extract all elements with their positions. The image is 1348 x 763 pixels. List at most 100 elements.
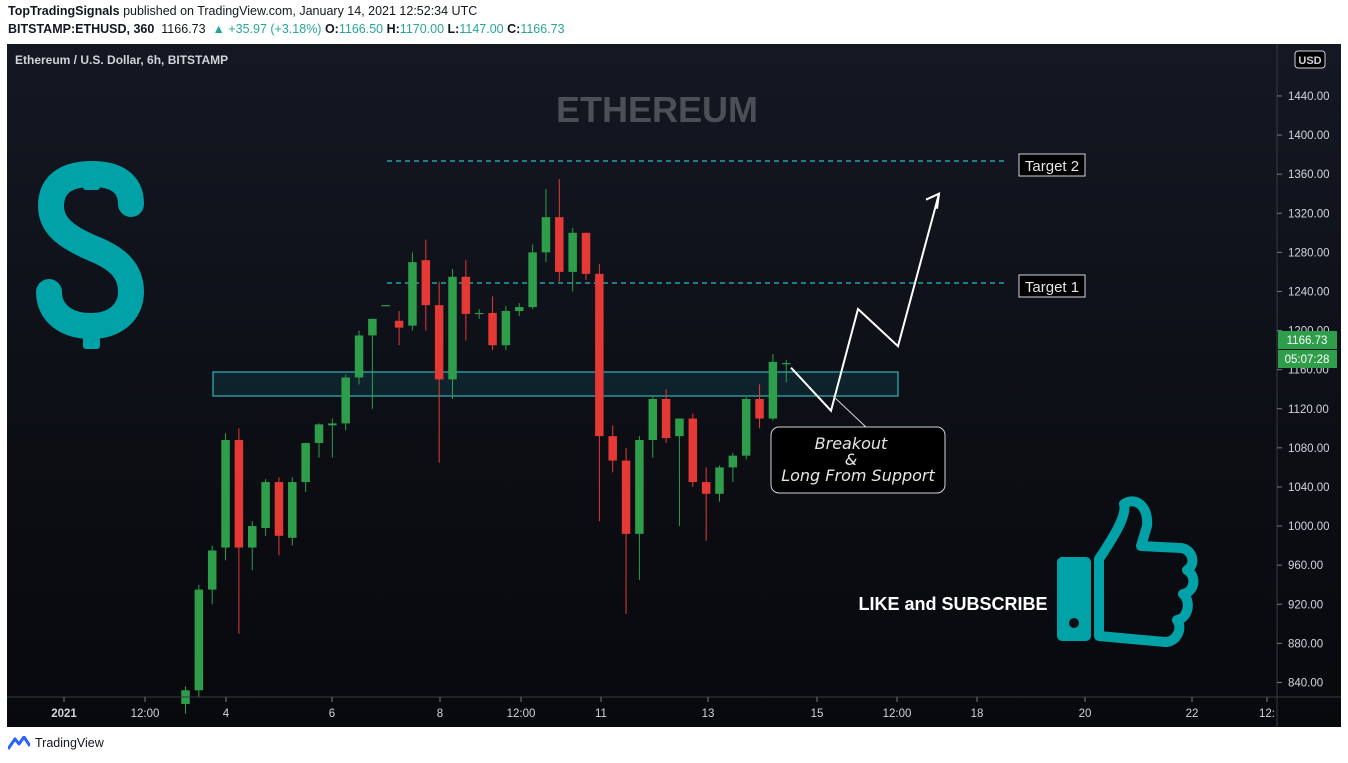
candle-body: [207, 550, 217, 590]
candle-body: [782, 363, 791, 365]
time-tick-label: 12:00: [131, 708, 160, 720]
price-tick-label: 880.00: [1288, 638, 1323, 650]
time-tick-label: 18: [971, 708, 984, 720]
time-tick-label: 6: [329, 708, 335, 720]
price-axis[interactable]: 840.00 880.00 920.00 960.00 1000.00 1040.00 10…: [1277, 91, 1330, 690]
candle: [274, 477, 284, 556]
candle-body: [474, 312, 484, 315]
candle-body: [528, 252, 537, 308]
candle-body: [288, 482, 297, 538]
candle-body: [728, 455, 738, 468]
symbol-label: BITSTAMP:ETHUSD, 360: [8, 22, 155, 36]
candle: [701, 467, 711, 541]
candle: [782, 359, 791, 383]
published-text: published on TradingView.com, January 14…: [123, 4, 478, 18]
low-value: 1147.00: [459, 22, 504, 36]
callout-box: [770, 426, 946, 494]
candle-body: [755, 398, 764, 419]
candle: [368, 318, 377, 409]
candle-body: [541, 217, 551, 253]
target1-label: Target 1: [1025, 279, 1079, 296]
candle: [728, 452, 738, 483]
candle: [248, 521, 257, 571]
candle: [261, 479, 270, 536]
candle: [194, 584, 204, 698]
footer-brand[interactable]: TradingView: [8, 736, 104, 750]
candles-group: [181, 179, 791, 714]
candle: [541, 188, 551, 263]
candle-body: [635, 440, 644, 534]
candle-body: [234, 440, 244, 548]
close-label: C:: [507, 22, 521, 36]
candle-body: [341, 377, 350, 424]
candle: [461, 260, 471, 341]
candle-body: [768, 361, 778, 419]
candle: [341, 374, 350, 431]
last-price: 1166.73: [161, 22, 206, 36]
target2-label: Target 2: [1025, 158, 1079, 175]
candle-body: [248, 526, 257, 548]
candle: [301, 442, 310, 492]
candle: [501, 306, 511, 351]
candle-body: [221, 440, 230, 548]
candle-body: [354, 335, 364, 378]
author-name[interactable]: TopTradingSignals: [8, 4, 120, 18]
close-value: 1166.73: [520, 22, 565, 36]
currency-box[interactable]: [1294, 50, 1326, 69]
candle-body: [515, 307, 524, 311]
candle: [488, 296, 497, 351]
candle: [381, 305, 390, 307]
candle-body: [314, 424, 324, 443]
price-tick-label: 1400.00: [1288, 130, 1330, 142]
candle-body: [274, 482, 284, 536]
time-tick-label: 8: [437, 708, 443, 720]
callout-line2: &: [845, 450, 857, 469]
candle-body: [368, 318, 377, 336]
candle: [394, 311, 404, 346]
candle: [581, 232, 591, 280]
candle-body: [555, 217, 564, 272]
price-tick-label: 960.00: [1288, 560, 1323, 572]
candle-body: [328, 423, 337, 426]
cta-text: LIKE and SUBSCRIBE: [858, 594, 1047, 614]
publish-line: TopTradingSignals published on TradingVi…: [8, 4, 477, 18]
candle-body: [675, 418, 684, 437]
callout-line3: Long From Support: [781, 466, 935, 485]
chart-canvas[interactable]: Ethereum / U.S. Dollar, 6h, BITSTAMP ETH…: [7, 44, 1341, 727]
price-tick-label: 1040.00: [1288, 482, 1330, 494]
price-tick-label: 1240.00: [1288, 286, 1330, 298]
tradingview-logo-icon: [8, 736, 30, 750]
candle-body: [501, 311, 511, 346]
candle-body: [408, 262, 417, 326]
currency-label: USD: [1298, 55, 1321, 67]
candle: [448, 268, 457, 399]
candle: [515, 303, 524, 316]
dollar-sign-icon: [36, 160, 145, 349]
time-axis[interactable]: 2021 12:00 4 6 8 12:00 11 13 15 12:00 18 20 22 12:: [51, 697, 1275, 720]
candle: [768, 354, 778, 421]
candle-body: [648, 398, 657, 441]
candle-body: [461, 276, 471, 314]
candle-body: [595, 273, 604, 437]
candle-body: [621, 460, 631, 534]
projection-line: [790, 193, 940, 413]
time-tick-label: 20: [1079, 708, 1092, 720]
price-tick-label: 1360.00: [1288, 169, 1330, 181]
candle: [675, 418, 684, 527]
candle: [181, 686, 190, 714]
projection-path: [790, 192, 941, 413]
countdown-badge-text: 05:07:28: [1285, 354, 1330, 366]
candle: [741, 397, 751, 460]
last-price-badge: [1278, 331, 1337, 349]
candle-body: [741, 398, 751, 456]
candle-body: [568, 232, 577, 272]
candle: [434, 281, 444, 463]
footer-brand-text: TradingView: [35, 736, 104, 750]
thumbs-up-icon[interactable]: [1057, 496, 1199, 647]
time-tick-label: 12:: [1259, 708, 1275, 720]
candle: [328, 418, 337, 458]
candle-body: [434, 305, 444, 380]
time-tick-label: 11: [595, 708, 607, 720]
chart-area[interactable]: Ethereum / U.S. Dollar, 6h, BITSTAMP ETH…: [7, 44, 1341, 727]
candle: [314, 423, 324, 458]
